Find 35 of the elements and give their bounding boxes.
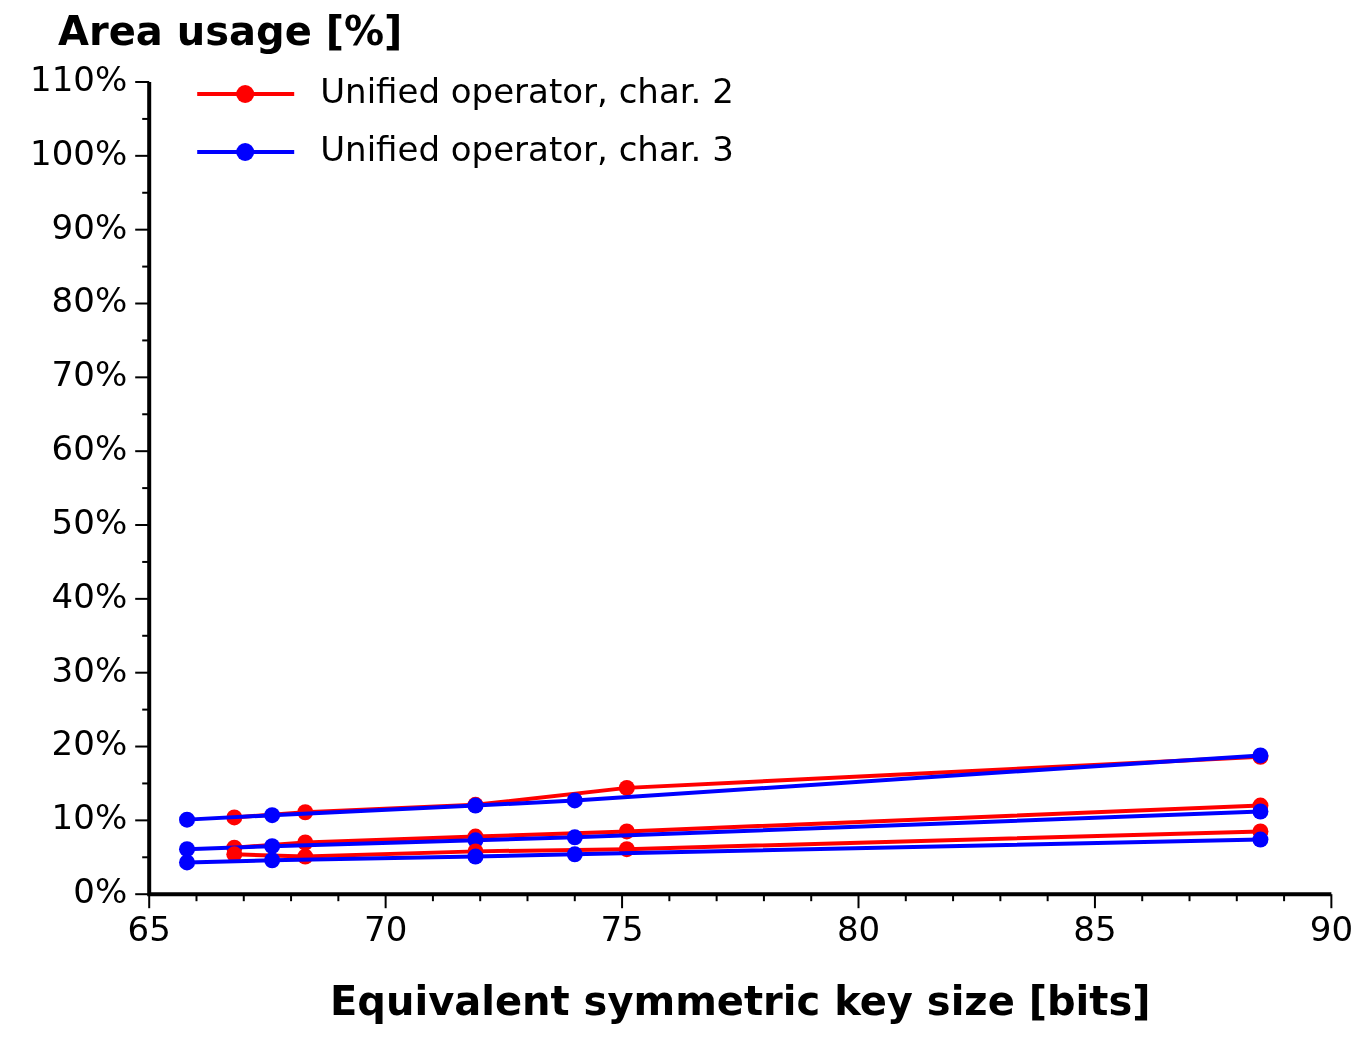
y-tick-label: 20% <box>51 723 128 764</box>
y-tick-label: 110% <box>30 58 128 99</box>
point <box>566 829 583 846</box>
x-tick-label: 85 <box>1073 909 1117 950</box>
point <box>179 841 196 858</box>
x-tick-label: 70 <box>364 909 408 950</box>
point <box>467 848 484 865</box>
point <box>1252 831 1269 848</box>
point <box>618 779 635 796</box>
x-tick-label: 80 <box>836 909 881 950</box>
y-tick-label: 40% <box>51 575 128 616</box>
point <box>264 852 281 869</box>
point <box>264 807 281 824</box>
legend-label: Unified operator, char. 3 <box>320 128 734 169</box>
y-tick-label: 10% <box>51 797 128 838</box>
y-tick-label: 50% <box>51 501 128 542</box>
x-tick-label: 90 <box>1309 909 1353 950</box>
point <box>566 792 583 809</box>
y-tick-label: 70% <box>51 354 128 395</box>
y-axis-title: Area usage [%] <box>58 8 403 54</box>
y-tick-label: 80% <box>51 280 128 321</box>
y-tick-label: 90% <box>51 206 128 247</box>
point <box>1252 803 1269 820</box>
x-tick-label: 75 <box>600 909 644 950</box>
y-tick-label: 30% <box>51 649 128 690</box>
y-tick-label: 60% <box>51 428 128 469</box>
x-tick-label: 65 <box>127 909 171 950</box>
legend-label: Unified operator, char. 2 <box>320 70 734 111</box>
x-axis-title: Equivalent symmetric key size [bits] <box>330 978 1151 1025</box>
y-tick-label: 100% <box>30 132 128 173</box>
y-tick-label: 0% <box>73 871 128 912</box>
point <box>264 838 281 855</box>
point <box>179 811 196 828</box>
point <box>179 854 196 871</box>
point <box>566 846 583 863</box>
